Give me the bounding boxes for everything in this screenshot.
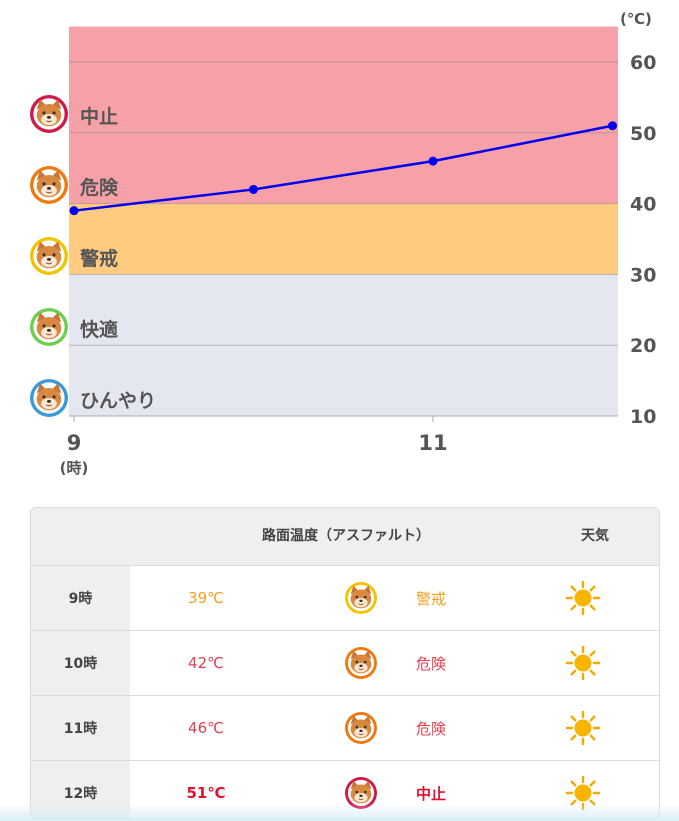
zone-label-2: 警戒 — [80, 247, 118, 270]
data-point-12 — [608, 121, 617, 131]
y-tick-label-50: 50 — [630, 123, 656, 145]
x-tick-label-11: 11 — [418, 431, 447, 455]
zone-band-3 — [69, 274, 618, 346]
sun-icon — [565, 710, 601, 746]
row-road-temp: 46℃ — [188, 719, 224, 737]
table-header: 路面温度（アスファルト） 天気 — [31, 508, 659, 566]
dog-icon — [345, 712, 377, 744]
zone-label-4: ひんやり — [80, 390, 156, 412]
y-tick-label-20: 20 — [630, 335, 656, 357]
data-point-10 — [249, 184, 258, 194]
row-level-icon — [344, 711, 378, 745]
row-weather — [565, 580, 601, 616]
row-time: 10時 — [31, 631, 130, 695]
table-row: 10時 42℃ 危険 — [31, 631, 659, 696]
y-axis: 10 20 30 40 50 60 (℃) — [620, 10, 656, 428]
row-time: 9時 — [31, 566, 130, 630]
y-tick-label-60: 60 — [630, 52, 656, 74]
zone-band-0 — [69, 26, 618, 133]
hourly-table: 路面温度（アスファルト） 天気 9時 39℃ 警戒 10時 42℃ 危険 11時 46℃ 危険 1… — [30, 507, 660, 819]
bottom-fade — [0, 803, 679, 821]
sun-icon — [565, 645, 601, 681]
zone-band-4 — [69, 345, 618, 416]
row-road-temp: 42℃ — [188, 654, 224, 672]
y-tick-label-40: 40 — [630, 194, 656, 216]
zone-dog-icon-1 — [30, 166, 68, 204]
header-road-temp: 路面温度（アスファルト） — [262, 528, 430, 544]
table-row: 9時 39℃ 警戒 — [31, 566, 659, 631]
series-line — [73, 124, 613, 212]
zone-band-1 — [69, 132, 618, 204]
zone-label-1: 危険 — [80, 176, 119, 199]
zone-dog-icon-0 — [30, 95, 68, 133]
temperature-zones — [69, 26, 618, 416]
zone-dog-icon-3 — [30, 308, 68, 346]
row-road-temp: 39℃ — [188, 589, 224, 607]
x-tick-label-9: 9 — [67, 431, 82, 455]
zone-label-0: 中止 — [80, 105, 118, 128]
row-level-icon — [344, 776, 378, 810]
grid-lines — [69, 61, 618, 422]
zone-label-3: 快適 — [80, 318, 118, 341]
table-body: 9時 39℃ 警戒 10時 42℃ 危険 11時 46℃ 危険 12時 51℃ 中止 — [31, 566, 659, 818]
row-weather — [565, 710, 601, 746]
row-level-label: 警戒 — [415, 589, 446, 608]
temperature-line — [69, 121, 617, 216]
data-point-9 — [69, 206, 79, 216]
dog-icon — [345, 582, 377, 614]
y-tick-label-30: 30 — [630, 264, 656, 286]
table-row: 11時 46℃ 危険 — [31, 696, 659, 761]
row-level-icon — [344, 581, 378, 615]
zone-band-2 — [69, 203, 618, 275]
sun-icon — [565, 580, 601, 616]
dog-icon — [345, 647, 377, 679]
row-time: 11時 — [31, 696, 130, 760]
header-weather: 天気 — [581, 528, 609, 544]
y-unit-label: (℃) — [620, 10, 652, 28]
row-level-label: 危険 — [415, 654, 446, 673]
row-weather — [565, 645, 601, 681]
row-road-temp: 51℃ — [186, 784, 226, 802]
x-unit-label: (時) — [60, 459, 89, 477]
y-tick-label-10: 10 — [630, 406, 656, 428]
zone-dog-icon-2 — [30, 237, 68, 275]
data-point-11 — [428, 156, 438, 166]
row-level-icon — [344, 646, 378, 680]
zone-dog-icon-4 — [30, 379, 68, 417]
dog-icon — [345, 777, 377, 809]
row-level-label: 中止 — [415, 784, 446, 803]
x-axis: 9 (時) 11 — [60, 431, 448, 477]
row-level-label: 危険 — [415, 719, 446, 738]
